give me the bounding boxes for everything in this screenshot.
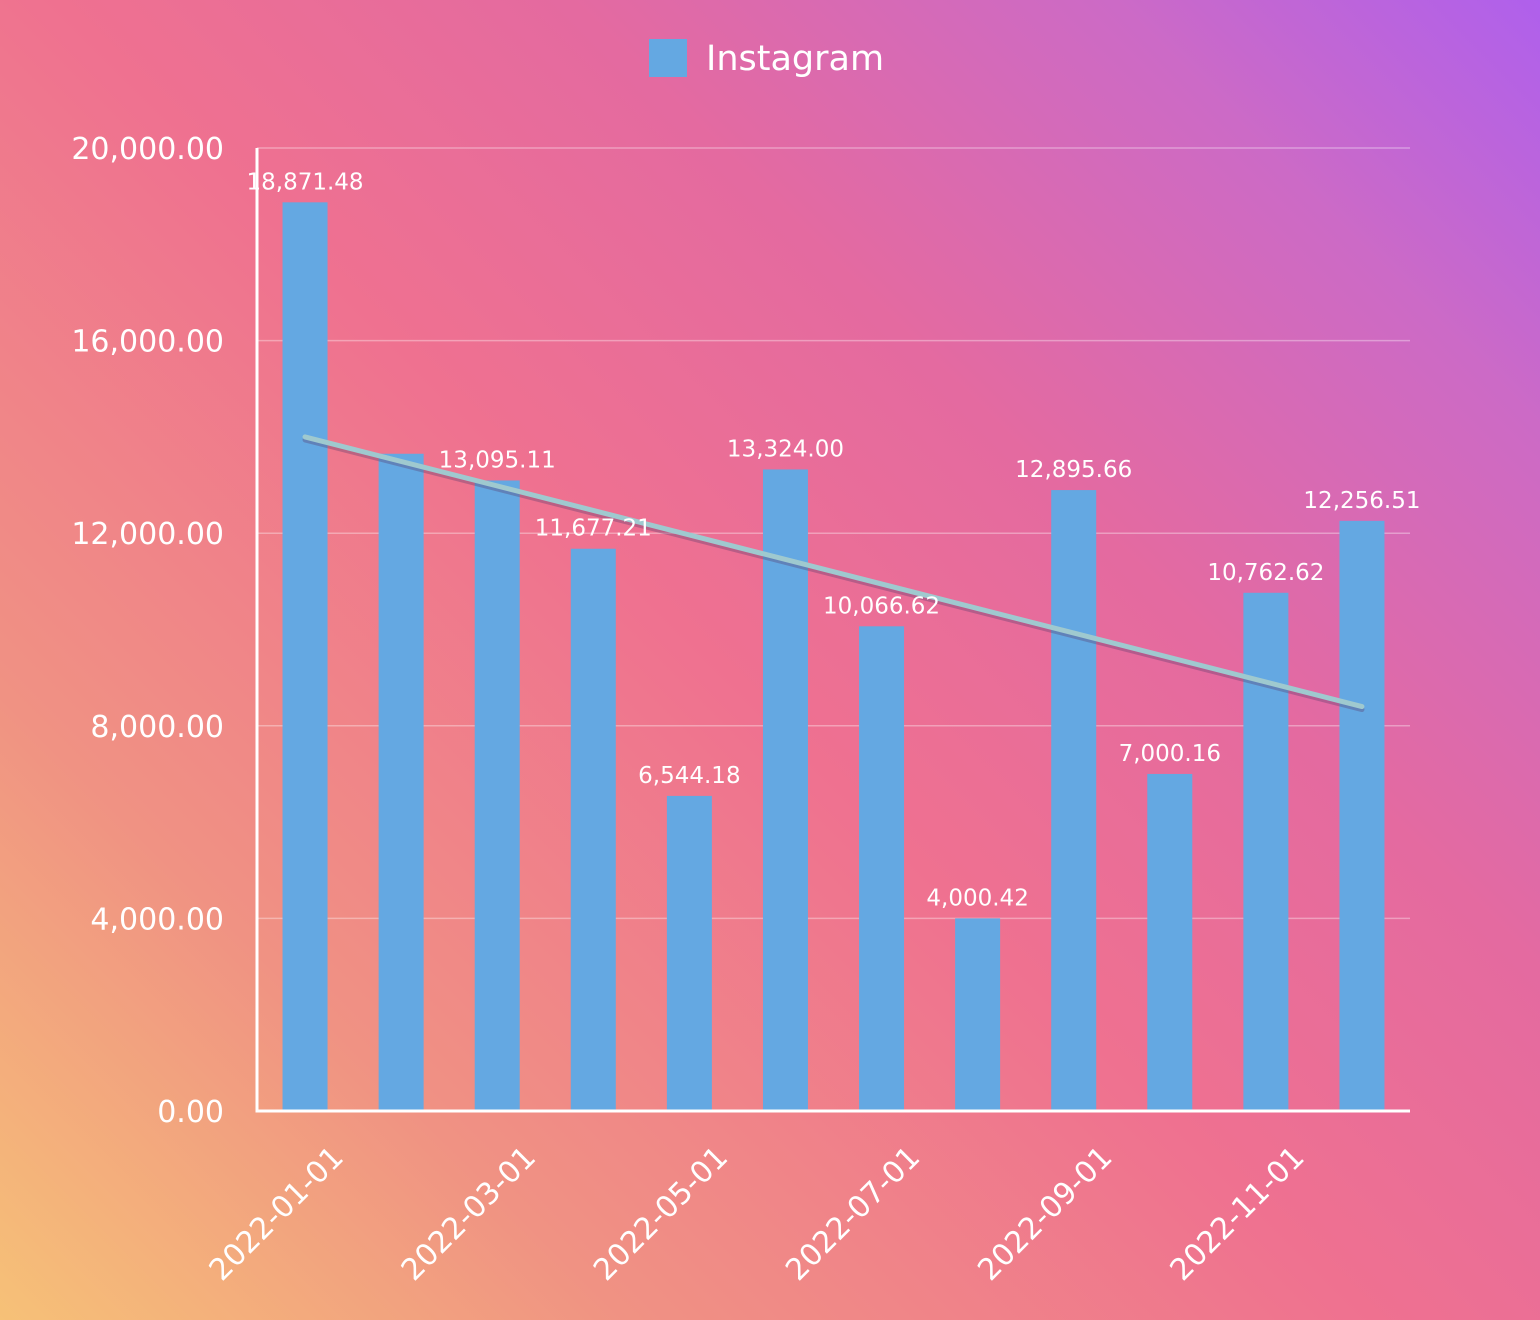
x-tick-label: 2022-07-01 [779, 1140, 927, 1288]
y-tick-label: 20,000.00 [71, 132, 224, 167]
data-label: 10,066.62 [823, 593, 940, 619]
legend-label-instagram: Instagram [706, 39, 884, 79]
bar [1147, 773, 1193, 1111]
y-tick-label: 8,000.00 [90, 710, 224, 745]
bar [955, 918, 1001, 1111]
bar [474, 480, 520, 1111]
y-tick-label: 16,000.00 [71, 325, 224, 360]
bar [859, 626, 905, 1111]
y-tick-label: 4,000.00 [90, 902, 224, 937]
legend-swatch-instagram [649, 39, 687, 77]
trendline [302, 434, 1365, 710]
data-labels: 18,871.48 13,095.11 11,677.21 6,544.18 13,32… [247, 169, 1421, 911]
data-label: 18,871.48 [247, 169, 364, 195]
bar [762, 469, 808, 1111]
legend: Instagram [649, 39, 884, 79]
bar [1243, 592, 1289, 1111]
bar [378, 453, 424, 1111]
y-tick-label: 0.00 [157, 1095, 224, 1130]
data-label: 6,544.18 [638, 763, 740, 789]
trendline-shadow [302, 437, 1365, 713]
data-label: 12,895.66 [1015, 457, 1132, 483]
bar [666, 795, 712, 1111]
bars [282, 202, 1385, 1111]
trendline-group [302, 434, 1365, 713]
gridlines [257, 147, 1410, 920]
bar [570, 548, 616, 1111]
bar [1051, 490, 1097, 1111]
axes [255, 148, 1410, 1113]
data-label: 11,677.21 [535, 516, 652, 542]
data-label: 7,000.16 [1119, 741, 1221, 767]
data-label: 12,256.51 [1303, 488, 1420, 514]
data-label: 4,000.42 [926, 885, 1028, 911]
bar [1339, 520, 1385, 1111]
data-label: 13,324.00 [727, 436, 844, 462]
y-axis-ticks: 0.00 4,000.00 8,000.00 12,000.00 16,000.00 20… [71, 132, 224, 1130]
x-axis-ticks: 2022-01-01 2022-03-01 2022-05-01 2022-07-01… [203, 1140, 1312, 1288]
data-label: 13,095.11 [439, 447, 556, 473]
x-tick-label: 2022-01-01 [203, 1140, 351, 1288]
x-tick-label: 2022-11-01 [1163, 1140, 1311, 1288]
bar [282, 202, 328, 1111]
y-tick-label: 12,000.00 [71, 517, 224, 552]
data-label: 10,762.62 [1207, 560, 1324, 586]
x-tick-label: 2022-05-01 [587, 1140, 735, 1288]
x-tick-label: 2022-09-01 [971, 1140, 1119, 1288]
x-tick-label: 2022-03-01 [395, 1140, 543, 1288]
